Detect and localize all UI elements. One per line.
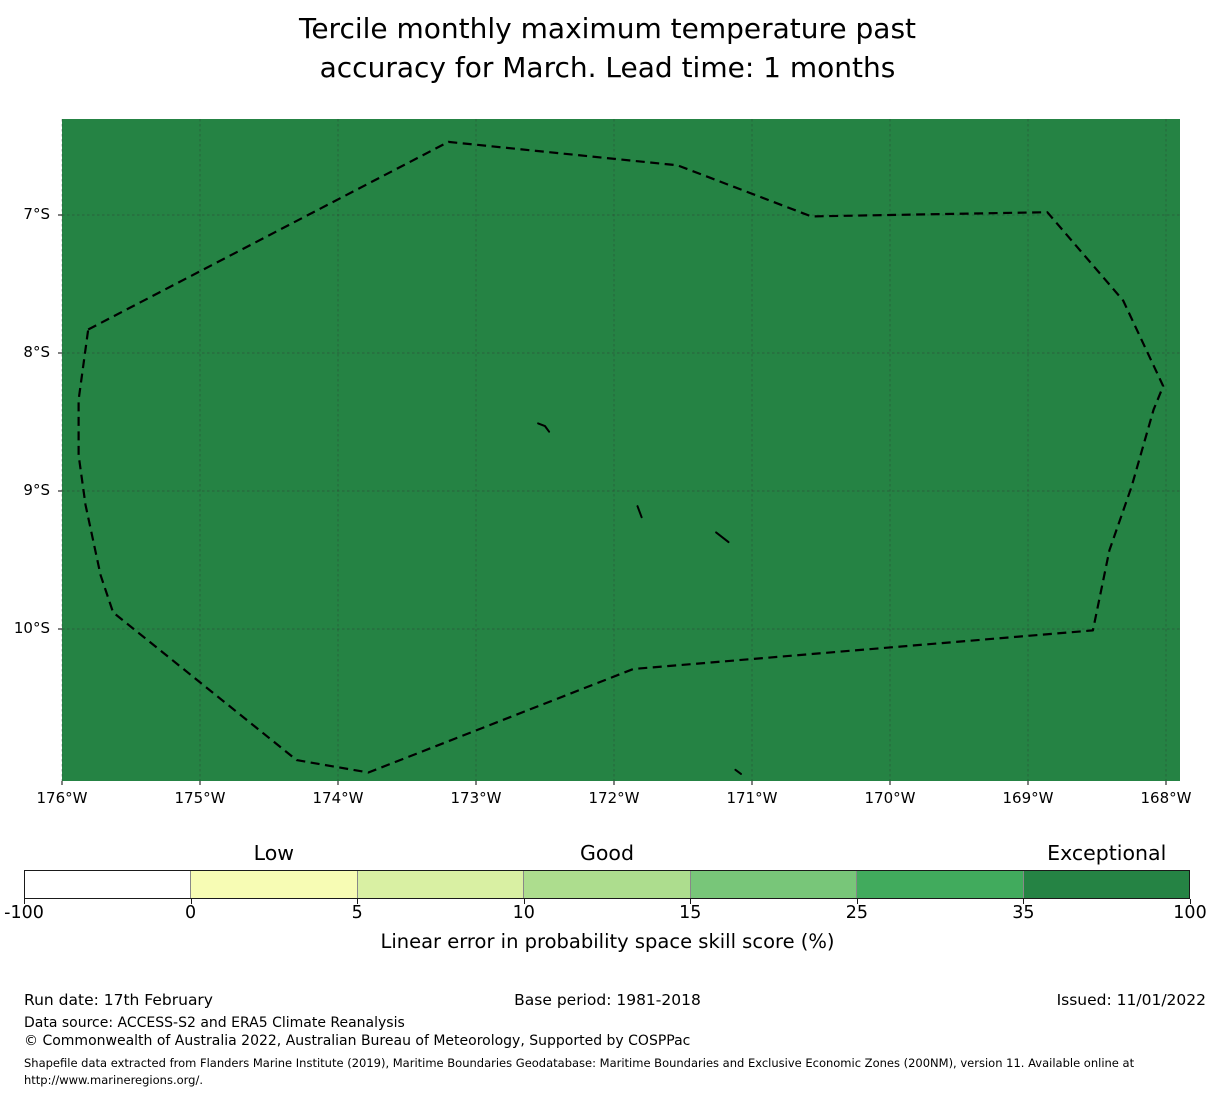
colorbar-tick-mark <box>24 899 25 904</box>
colorbar-tick-label: 100 <box>1173 903 1207 923</box>
colorbar-tick-label: -100 <box>4 903 44 923</box>
issued-date-text: Issued: 11/01/2022 <box>1056 991 1206 1009</box>
x-tick-label: 173°W <box>450 789 502 807</box>
colorbar-tick-label: 35 <box>1012 903 1035 923</box>
x-tick-label: 169°W <box>1002 789 1054 807</box>
colorbar-tick-mark <box>1023 899 1025 904</box>
colorbar-segment <box>689 871 857 898</box>
y-tick-label: 8°S <box>23 343 50 361</box>
colorbar-class-label: Good <box>580 841 634 865</box>
colorbar-tick-mark <box>856 899 858 904</box>
eez-region-fill <box>62 119 1180 781</box>
chart-title: Tercile monthly maximum temperature past… <box>298 12 917 85</box>
base-period-text: Base period: 1981-2018 <box>514 991 701 1009</box>
data-source-text: Data source: ACCESS-S2 and ERA5 Climate … <box>24 1015 405 1031</box>
colorbar-segment <box>25 871 191 898</box>
x-tick-label: 172°W <box>588 789 640 807</box>
x-tick-label: 171°W <box>726 789 778 807</box>
colorbar-segment <box>356 871 524 898</box>
colorbar-axis-label: Linear error in probability space skill … <box>380 930 835 953</box>
colorbar-tick-mark <box>523 899 525 904</box>
eez-boundary-dashed-line <box>77 140 1165 774</box>
shapefile-note-text: Shapefile data extracted from Flanders M… <box>24 1056 1135 1087</box>
island-mark <box>537 422 551 433</box>
x-tick-label: 174°W <box>312 789 364 807</box>
colorbar-tick-mark <box>1190 899 1191 904</box>
colorbar-tick-mark <box>357 899 359 904</box>
colorbar-tick-label: 5 <box>351 903 363 923</box>
colorbar <box>24 870 1190 899</box>
copyright-text: © Commonwealth of Australia 2022, Austra… <box>24 1033 691 1049</box>
colorbar-segment <box>523 871 690 898</box>
colorbar-tick-label: 15 <box>679 903 702 923</box>
y-tick-label: 9°S <box>23 481 50 499</box>
x-tick-label: 170°W <box>864 789 916 807</box>
island-mark <box>734 768 742 775</box>
x-tick-label: 175°W <box>174 789 226 807</box>
x-tick-label: 168°W <box>1140 789 1192 807</box>
y-tick-label: 7°S <box>23 205 50 223</box>
run-date-text: Run date: 17th February <box>24 991 213 1009</box>
colorbar-tick-mark <box>190 899 192 904</box>
island-mark <box>636 505 643 519</box>
y-tick-label: 10°S <box>13 619 50 637</box>
colorbar-class-label: Low <box>253 841 295 865</box>
colorbar-tick-label: 25 <box>845 903 868 923</box>
colorbar-segment <box>856 871 1023 898</box>
colorbar-segment <box>190 871 357 898</box>
colorbar-tick-mark <box>690 899 692 904</box>
colorbar-tick-label: 0 <box>184 903 197 923</box>
island-mark <box>715 531 730 544</box>
x-tick-label: 176°W <box>36 789 88 807</box>
colorbar-class-label: Exceptional <box>1047 841 1167 865</box>
colorbar-tick-label: 10 <box>512 903 535 923</box>
colorbar-segment <box>1022 871 1189 898</box>
